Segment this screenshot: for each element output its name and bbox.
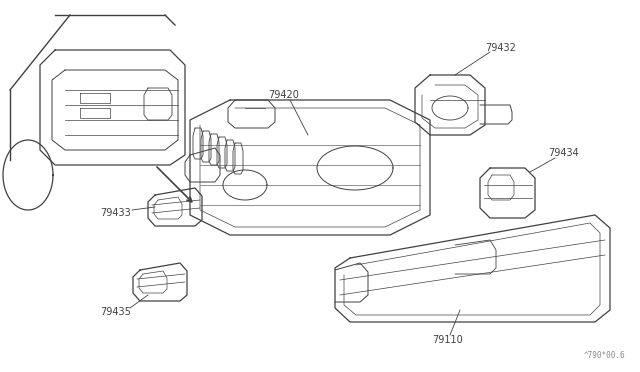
Text: 79435: 79435	[100, 307, 131, 317]
Text: 79110: 79110	[432, 335, 463, 345]
Text: ^790*00.6: ^790*00.6	[584, 351, 625, 360]
Text: 79434: 79434	[548, 148, 579, 158]
Text: 79433: 79433	[100, 208, 131, 218]
Text: 79432: 79432	[485, 43, 516, 53]
Text: 79420: 79420	[268, 90, 299, 100]
